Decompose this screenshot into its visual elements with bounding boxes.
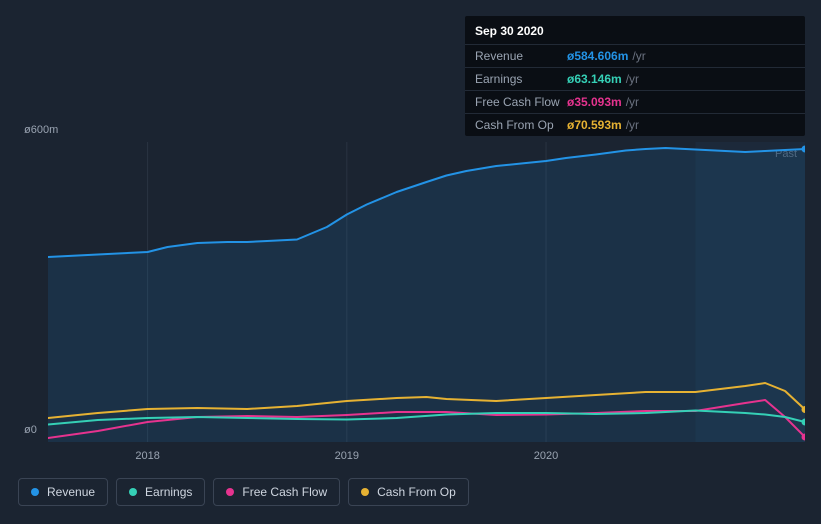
chart-legend: Revenue Earnings Free Cash Flow Cash Fro… <box>18 478 469 506</box>
legend-item-fcf[interactable]: Free Cash Flow <box>213 478 340 506</box>
tooltip-label: Free Cash Flow <box>475 95 567 109</box>
legend-label: Earnings <box>145 485 192 499</box>
tooltip-value: ø63.146m <box>567 72 622 86</box>
tooltip-label: Cash From Op <box>475 118 567 132</box>
chart-container: Sep 30 2020 Revenue ø584.606m /yr Earnin… <box>0 0 821 524</box>
x-tick-label: 2018 <box>135 450 159 462</box>
tooltip-value: ø70.593m <box>567 118 622 132</box>
tooltip-label: Revenue <box>475 49 567 63</box>
x-tick-label: 2019 <box>335 450 359 462</box>
tooltip-unit: /yr <box>626 95 639 109</box>
tooltip-row-revenue: Revenue ø584.606m /yr <box>465 44 805 67</box>
tooltip-value: ø35.093m <box>567 95 622 109</box>
tooltip-unit: /yr <box>632 49 645 63</box>
legend-dot-icon <box>129 488 137 496</box>
tooltip-row-fcf: Free Cash Flow ø35.093m /yr <box>465 90 805 113</box>
legend-dot-icon <box>361 488 369 496</box>
x-tick-label: 2020 <box>534 450 558 462</box>
tooltip-row-earnings: Earnings ø63.146m /yr <box>465 67 805 90</box>
tooltip-date: Sep 30 2020 <box>465 16 805 44</box>
legend-item-cfo[interactable]: Cash From Op <box>348 478 469 506</box>
tooltip-unit: /yr <box>626 118 639 132</box>
legend-dot-icon <box>31 488 39 496</box>
tooltip-value: ø584.606m <box>567 49 628 63</box>
chart-plot-area[interactable] <box>48 142 805 442</box>
legend-label: Cash From Op <box>377 485 456 499</box>
legend-label: Free Cash Flow <box>242 485 327 499</box>
chart-tooltip: Sep 30 2020 Revenue ø584.606m /yr Earnin… <box>465 16 805 136</box>
legend-item-earnings[interactable]: Earnings <box>116 478 205 506</box>
tooltip-label: Earnings <box>475 72 567 86</box>
y-tick-label-zero: ø0 <box>24 424 37 436</box>
tooltip-row-cfo: Cash From Op ø70.593m /yr <box>465 113 805 136</box>
line-area-chart[interactable] <box>48 142 805 442</box>
y-tick-label-max: ø600m <box>24 124 58 136</box>
tooltip-unit: /yr <box>626 72 639 86</box>
legend-label: Revenue <box>47 485 95 499</box>
legend-item-revenue[interactable]: Revenue <box>18 478 108 506</box>
legend-dot-icon <box>226 488 234 496</box>
